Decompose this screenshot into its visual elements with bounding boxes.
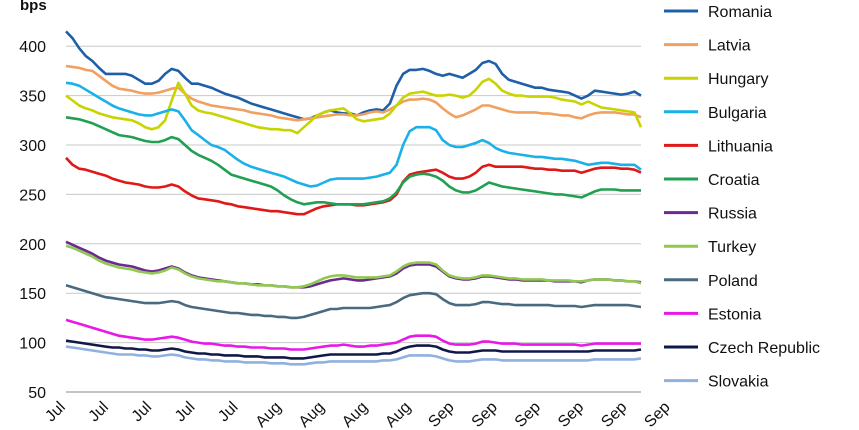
legend-label: Bulgaria xyxy=(708,105,767,122)
series-line-latvia xyxy=(65,64,642,122)
y-axis-label: bps xyxy=(20,0,47,14)
x-tick-label: Aug xyxy=(296,399,328,430)
x-tick-label: Sep xyxy=(425,399,457,430)
x-tick-label: Jul xyxy=(42,399,68,425)
series-line-romania xyxy=(65,30,642,121)
series-line-bulgaria xyxy=(65,81,642,188)
x-axis-ticks: Jul Jul Jul Jul Jul Aug Aug Aug Aug Sep Sep Sep Sep S… xyxy=(42,399,673,430)
y-axis-ticks: 50 100 150 200 250 300 350 400 xyxy=(19,39,46,402)
legend-label: Turkey xyxy=(708,239,756,256)
x-tick-label: Jul xyxy=(172,399,198,425)
series-line-estonia xyxy=(65,318,641,351)
x-tick-label: Jul xyxy=(86,399,112,425)
series-line-hungary xyxy=(65,77,643,135)
legend-label: Croatia xyxy=(708,172,760,189)
gridlines xyxy=(66,45,641,393)
series-line-slovakia xyxy=(65,345,642,366)
x-tick-label: Sep xyxy=(598,399,630,430)
series-line-croatia xyxy=(65,116,641,206)
x-tick-label: Sep xyxy=(641,399,673,430)
series-line-poland xyxy=(65,284,642,320)
legend-label: Lithuania xyxy=(708,138,773,155)
y-tick-label: 250 xyxy=(19,187,46,204)
legend: Romania Latvia Hungary Bulgaria Lithuania Cro… xyxy=(664,4,820,391)
legend-label: Slovakia xyxy=(708,374,769,391)
y-tick-label: 100 xyxy=(19,336,46,353)
x-tick-label: Jul xyxy=(215,399,241,425)
x-tick-label: Sep xyxy=(469,399,501,430)
x-tick-label: Aug xyxy=(253,399,285,430)
legend-label: Latvia xyxy=(708,38,751,55)
series-line-turkey xyxy=(65,244,642,289)
x-tick-label: Sep xyxy=(555,399,587,430)
y-tick-label: 300 xyxy=(19,138,46,155)
x-tick-label: Aug xyxy=(382,399,414,430)
series-lines xyxy=(65,30,643,366)
y-tick-label: 400 xyxy=(19,39,46,56)
series-line-czech-republic xyxy=(65,339,642,360)
y-tick-label: 150 xyxy=(19,286,46,303)
legend-label: Czech Republic xyxy=(708,340,820,357)
y-tick-label: 350 xyxy=(19,89,46,106)
series-line-lithuania xyxy=(65,156,642,216)
legend-label: Estonia xyxy=(708,306,761,323)
legend-label: Poland xyxy=(708,273,758,290)
legend-label: Russia xyxy=(708,206,757,223)
x-tick-label: Jul xyxy=(129,399,155,425)
x-tick-label: Sep xyxy=(512,399,544,430)
x-tick-label: Aug xyxy=(339,399,371,430)
legend-label: Romania xyxy=(708,4,772,21)
y-tick-label: 200 xyxy=(19,237,46,254)
y-tick-label: 50 xyxy=(28,385,46,402)
legend-label: Hungary xyxy=(708,71,768,88)
